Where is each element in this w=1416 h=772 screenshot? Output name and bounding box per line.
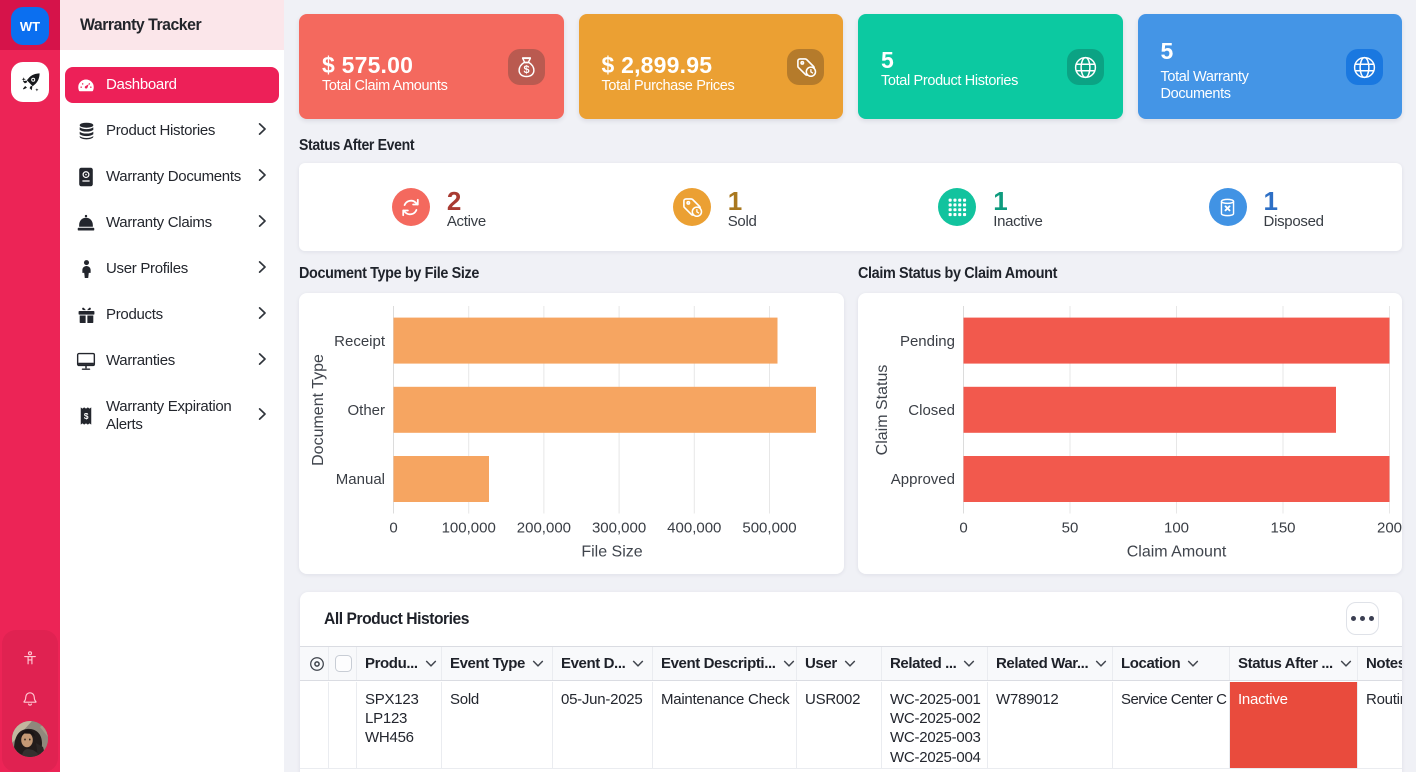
svg-text:Claim Amount: Claim Amount [1127, 544, 1227, 561]
svg-text:150: 150 [1270, 520, 1295, 537]
svg-text:100: 100 [1164, 520, 1189, 537]
svg-text:Claim Status: Claim Status [874, 365, 891, 456]
svg-text:100,000: 100,000 [442, 520, 496, 537]
svg-text:Closed: Closed [908, 402, 955, 419]
svg-text:Manual: Manual [336, 471, 385, 488]
svg-text:Other: Other [347, 402, 385, 419]
svg-text:300,000: 300,000 [592, 520, 646, 537]
svg-text:50: 50 [1062, 520, 1079, 537]
svg-text:200,000: 200,000 [517, 520, 571, 537]
svg-text:$: $ [84, 411, 89, 421]
svg-text:Approved: Approved [891, 471, 955, 488]
svg-text:$: $ [523, 63, 529, 75]
svg-text:0: 0 [389, 520, 397, 537]
svg-text:200: 200 [1377, 520, 1402, 537]
svg-text:Document Type: Document Type [310, 354, 327, 466]
svg-text:Receipt: Receipt [334, 333, 386, 350]
svg-text:Pending: Pending [900, 333, 955, 350]
svg-text:0: 0 [959, 520, 967, 537]
svg-text:400,000: 400,000 [667, 520, 721, 537]
svg-text:File Size: File Size [581, 544, 642, 561]
svg-text:500,000: 500,000 [742, 520, 796, 537]
